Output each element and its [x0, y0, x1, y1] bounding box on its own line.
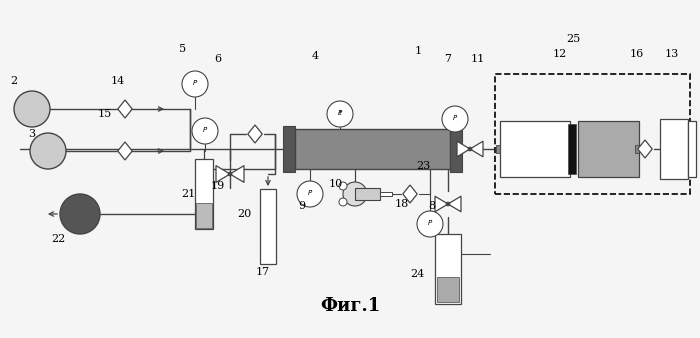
Circle shape: [446, 202, 450, 206]
Text: 21: 21: [181, 189, 195, 199]
Text: 6: 6: [214, 54, 222, 64]
Circle shape: [442, 106, 468, 132]
Bar: [283, 126, 295, 172]
Text: 5: 5: [179, 44, 187, 54]
Text: 3: 3: [29, 129, 36, 139]
Bar: [196, 203, 212, 228]
Text: 20: 20: [237, 209, 251, 219]
Text: 7: 7: [444, 54, 452, 64]
Polygon shape: [118, 142, 132, 160]
Polygon shape: [402, 185, 417, 203]
Circle shape: [339, 182, 347, 190]
Circle shape: [339, 198, 347, 206]
Text: 12: 12: [553, 49, 567, 59]
Bar: [635, 145, 639, 153]
Circle shape: [343, 182, 367, 206]
Text: P: P: [338, 110, 342, 116]
Circle shape: [192, 118, 218, 144]
Circle shape: [182, 71, 208, 97]
Circle shape: [14, 91, 50, 127]
Text: 16: 16: [630, 49, 644, 59]
Text: 23: 23: [416, 161, 430, 171]
Bar: [660, 119, 688, 179]
Bar: [688, 121, 696, 177]
Polygon shape: [470, 141, 483, 157]
Bar: [578, 121, 639, 177]
Text: 25: 25: [566, 34, 580, 44]
Text: Фиг.1: Фиг.1: [320, 297, 380, 315]
Text: 4: 4: [312, 51, 318, 61]
Bar: [500, 121, 570, 177]
Circle shape: [228, 172, 232, 176]
Text: P: P: [193, 80, 197, 86]
Polygon shape: [448, 196, 461, 212]
Bar: [295, 129, 450, 169]
Text: 24: 24: [410, 269, 424, 279]
Text: P: P: [203, 127, 207, 133]
Text: P: P: [308, 190, 312, 196]
Text: 1: 1: [414, 46, 421, 56]
Text: 17: 17: [256, 267, 270, 277]
Text: P: P: [428, 220, 432, 226]
Text: 14: 14: [111, 76, 125, 86]
Polygon shape: [118, 100, 132, 118]
Bar: [568, 124, 575, 174]
Text: 15: 15: [98, 109, 112, 119]
Text: 18: 18: [395, 199, 409, 209]
Bar: [437, 277, 459, 302]
Text: 2: 2: [10, 76, 18, 86]
Text: t: t: [339, 110, 342, 116]
Text: 19: 19: [211, 181, 225, 191]
Polygon shape: [230, 166, 244, 183]
Bar: [355, 188, 380, 200]
Circle shape: [30, 133, 66, 169]
Circle shape: [468, 147, 472, 151]
Bar: [450, 126, 462, 172]
Text: 11: 11: [471, 54, 485, 64]
Polygon shape: [435, 196, 448, 212]
Bar: [380, 192, 392, 196]
Polygon shape: [457, 141, 470, 157]
Bar: [496, 145, 500, 153]
Circle shape: [417, 211, 443, 237]
Bar: [495, 74, 690, 194]
Circle shape: [297, 181, 323, 207]
Text: 22: 22: [51, 234, 65, 244]
Polygon shape: [638, 140, 652, 158]
Polygon shape: [248, 125, 262, 143]
Circle shape: [60, 194, 100, 234]
Text: P: P: [453, 115, 457, 121]
Text: 13: 13: [665, 49, 679, 59]
Text: 10: 10: [329, 179, 343, 189]
Polygon shape: [216, 166, 230, 183]
Bar: [260, 189, 276, 264]
Bar: [435, 234, 461, 304]
Circle shape: [327, 101, 353, 127]
Text: 9: 9: [298, 201, 306, 211]
Bar: [195, 159, 213, 229]
Text: 8: 8: [428, 201, 435, 211]
